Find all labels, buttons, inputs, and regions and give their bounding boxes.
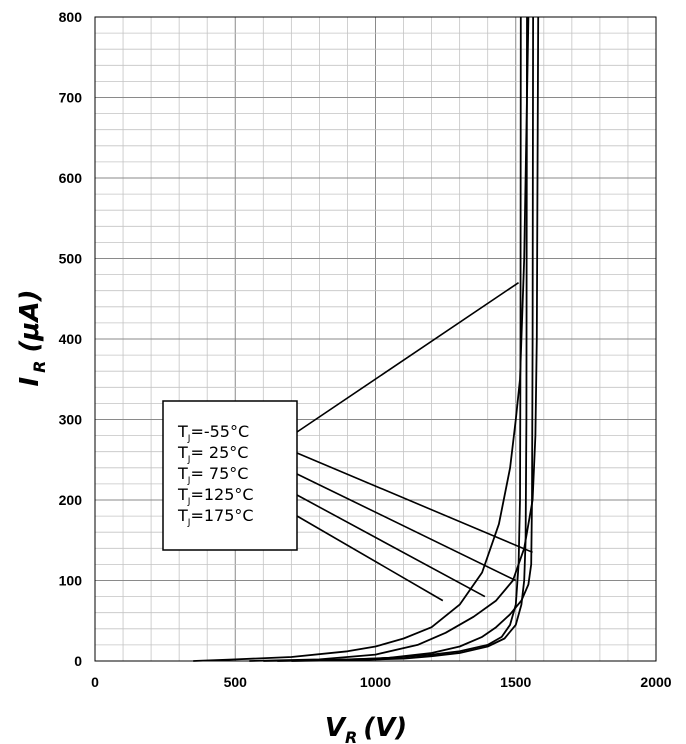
legend-entry-temp: = 75°C [190,464,248,483]
series-line [277,16,534,662]
y-tick-label: 300 [59,412,83,428]
leader-line [296,515,444,602]
x-tick-label: 1500 [500,674,531,690]
legend-leader-lines [296,281,533,602]
legend-entry-main: T [177,422,188,441]
x-axis-title-sub: R [345,728,357,744]
y-axis-title: IR (μA) [15,289,49,386]
legend-box [162,400,298,551]
legend-entry-sub: J [187,518,191,528]
x-tick-labels: 0 500 1000 1500 2000 [91,674,672,690]
legend-entry-temp: =125°C [190,485,253,504]
y-axis-title-unit: (μA) [15,289,45,352]
legend: TJ=-55°C TJ= 25°C TJ= 75°C TJ=125°C TJ=1… [162,400,298,551]
y-axis-title-sub: R [30,361,49,373]
legend-entry: TJ= 75°C [177,464,248,486]
plot-frame [94,16,657,662]
y-tick-label: 500 [59,251,83,267]
legend-entry-temp: =175°C [190,506,253,525]
x-tick-label: 2000 [640,674,671,690]
legend-entry: TJ=-55°C [177,422,249,444]
y-tick-label: 100 [59,573,83,589]
series-group [193,16,540,662]
legend-entry-sub: J [187,497,191,507]
y-tick-label: 200 [59,492,83,508]
legend-entry-temp: =-55°C [190,422,249,441]
leader-line [296,281,520,433]
legend-entry-main: T [177,464,188,483]
x-tick-label: 500 [224,674,248,690]
y-tick-label: 800 [59,9,83,25]
y-tick-label: 700 [59,90,83,106]
y-tick-label: 400 [59,331,83,347]
legend-entry-main: T [177,485,188,504]
x-axis-title: VR (V) [325,713,407,744]
y-tick-labels: 0 100 200 300 400 500 600 700 800 [59,9,83,669]
leader-line [296,494,486,598]
y-tick-label: 600 [59,170,83,186]
grid [95,17,656,661]
y-axis-title-main: I [15,377,45,387]
legend-entry-sub: J [187,455,191,465]
legend-entry-main: T [177,506,188,525]
x-tick-label: 0 [91,674,99,690]
series-line [249,16,540,662]
legend-entry-sub: J [187,434,191,444]
x-axis-title-unit: (V) [363,713,407,743]
legend-entry: TJ=175°C [177,506,254,528]
leader-line [296,452,533,554]
legend-entry-sub: J [187,476,191,486]
legend-entry-temp: = 25°C [190,443,248,462]
y-tick-label: 0 [74,653,82,669]
legend-entry: TJ= 25°C [177,443,248,465]
x-tick-label: 1000 [360,674,391,690]
legend-entry-main: T [177,443,188,462]
leader-line [296,473,517,582]
x-axis-title-main: V [325,713,347,743]
legend-entry: TJ=125°C [177,485,254,507]
